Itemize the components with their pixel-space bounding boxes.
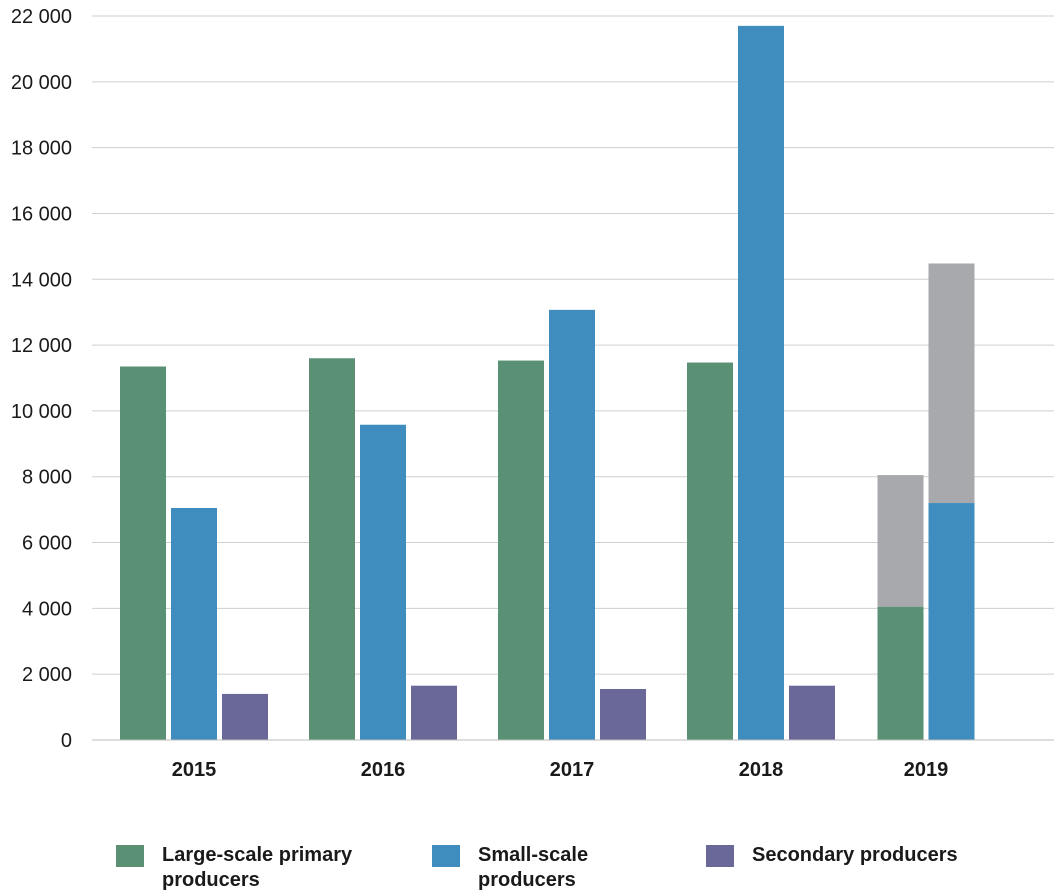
legend-item-small-scale: Small-scale producers: [432, 843, 618, 893]
y-tick-label: 12 000: [11, 335, 72, 357]
bar-small-scale-2016: [360, 424, 406, 740]
bar-small-scale-2017: [549, 309, 595, 740]
bar-large-scale-2016: [309, 358, 355, 740]
bar-secondary-2015: [222, 693, 268, 740]
y-tick-label: 14 000: [11, 269, 72, 291]
legend-label-small-scale: Small-scale producers: [478, 844, 589, 891]
legend: Large-scale primary producers Small-scal…: [0, 843, 1054, 894]
bar-large-scale-2017: [498, 360, 544, 740]
x-tick-label: 2017: [550, 759, 595, 781]
bar-secondary-2016: [411, 685, 457, 740]
bar-large-scale-2019: [877, 606, 924, 740]
bar-chart: 0 2 000 4 000 6 000 8 000 10 000 12 000 14 000 1…: [11, 6, 1054, 781]
y-tick-label: 8 000: [22, 467, 72, 489]
legend-item-large-scale: Large-scale primary producers: [116, 843, 382, 893]
legend-label-large-scale: Large-scale primary producers: [162, 844, 353, 891]
legend-label-secondary: Secondary producers: [752, 844, 958, 866]
x-tick-label: 2015: [172, 759, 217, 781]
bar-large-scale-2018: [687, 362, 733, 740]
y-tick-label: 4 000: [22, 598, 72, 620]
legend-item-secondary: Secondary producers: [706, 843, 1012, 868]
bar-small-scale-2018: [738, 25, 784, 740]
legend-swatch-secondary: [706, 845, 734, 867]
y-tick-label: 10 000: [11, 401, 72, 423]
x-tick-label: 2018: [739, 759, 784, 781]
y-tick-label: 0: [61, 730, 72, 752]
bar-small-scale-2015: [171, 507, 217, 740]
y-tick-label: 6 000: [22, 533, 72, 555]
x-tick-label: 2019: [904, 759, 949, 781]
x-tick-label: 2016: [361, 759, 406, 781]
y-tick-label: 18 000: [11, 138, 72, 160]
y-tick-label: 16 000: [11, 203, 72, 225]
legend-swatch-small-scale: [432, 845, 460, 867]
y-tick-label: 22 000: [11, 6, 72, 28]
bar-extension-small-scale-2019: [928, 263, 975, 504]
bar-small-scale-2019: [928, 503, 975, 740]
legend-swatch-large-scale: [116, 845, 144, 867]
bar-extension-large-scale-2019: [877, 475, 924, 607]
bar-secondary-2018: [789, 685, 835, 740]
bar-secondary-2017: [600, 688, 646, 740]
bar-large-scale-2015: [120, 366, 166, 740]
y-tick-label: 2 000: [22, 664, 72, 686]
y-tick-label: 20 000: [11, 72, 72, 94]
